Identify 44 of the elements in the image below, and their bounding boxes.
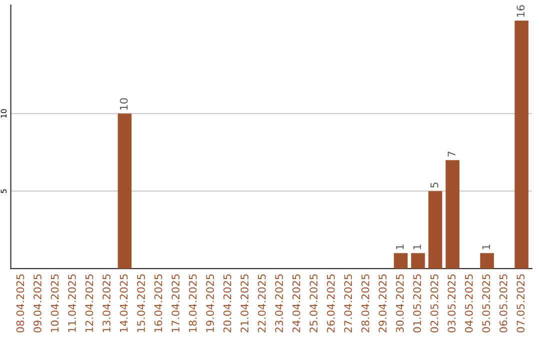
x-tick-label: 02.05.2025 — [430, 274, 438, 332]
bar — [411, 253, 425, 269]
x-tick-label: 24.04.2025 — [292, 274, 300, 332]
bar — [394, 253, 408, 269]
x-tick-label: 19.04.2025 — [206, 274, 214, 332]
x-tick-label: 29.04.2025 — [378, 274, 387, 332]
x-tick-label: 03.05.2025 — [448, 274, 456, 332]
x-tick-label: 26.04.2025 — [326, 274, 335, 332]
x-tick-label: 27.04.2025 — [344, 274, 352, 332]
x-tick-label: 22.04.2025 — [258, 274, 266, 332]
data-label: 7 — [448, 152, 456, 156]
x-tick-label: 09.04.2025 — [34, 274, 42, 332]
bar — [480, 253, 494, 269]
x-tick-label: 30.04.2025 — [396, 274, 404, 332]
bar — [118, 114, 132, 269]
x-tick-label: 17.04.2025 — [172, 274, 180, 332]
x-tick-label: 12.04.2025 — [85, 274, 94, 332]
bar — [514, 20, 528, 269]
x-tick-label: 08.04.2025 — [16, 274, 24, 332]
x-tick-label: 21.04.2025 — [240, 274, 248, 332]
x-tick-label: 06.05.2025 — [499, 274, 508, 332]
data-label: 5 — [430, 182, 438, 188]
x-tick-label: 05.05.2025 — [482, 274, 490, 332]
x-tick-label: 04.05.2025 — [464, 274, 473, 332]
data-label: 1 — [396, 244, 404, 250]
x-tick-label: 23.04.2025 — [275, 274, 283, 332]
bar — [428, 191, 442, 269]
x-tick-label: 10.04.2025 — [50, 274, 59, 332]
x-tick-label: 14.04.2025 — [120, 274, 128, 332]
x-tick-label: 16.04.2025 — [154, 274, 162, 332]
x-tick-label: 15.04.2025 — [137, 274, 145, 332]
x-tick-label: 18.04.2025 — [188, 274, 197, 332]
x-tick-label: 07.05.2025 — [516, 274, 525, 332]
data-label: 16 — [516, 5, 525, 17]
data-label: 1 — [413, 244, 421, 250]
x-tick-label: 28.04.2025 — [361, 274, 370, 332]
x-tick-label: 20.04.2025 — [223, 274, 232, 332]
x-tick-label: 01.05.2025 — [413, 274, 422, 332]
x-tick-label: 13.04.2025 — [102, 274, 110, 332]
x-tick-label: 25.04.2025 — [310, 274, 318, 332]
bar — [446, 160, 460, 269]
x-tick-label: 11.04.2025 — [68, 274, 76, 332]
data-label: 10 — [120, 98, 128, 110]
data-label: 1 — [482, 244, 490, 250]
